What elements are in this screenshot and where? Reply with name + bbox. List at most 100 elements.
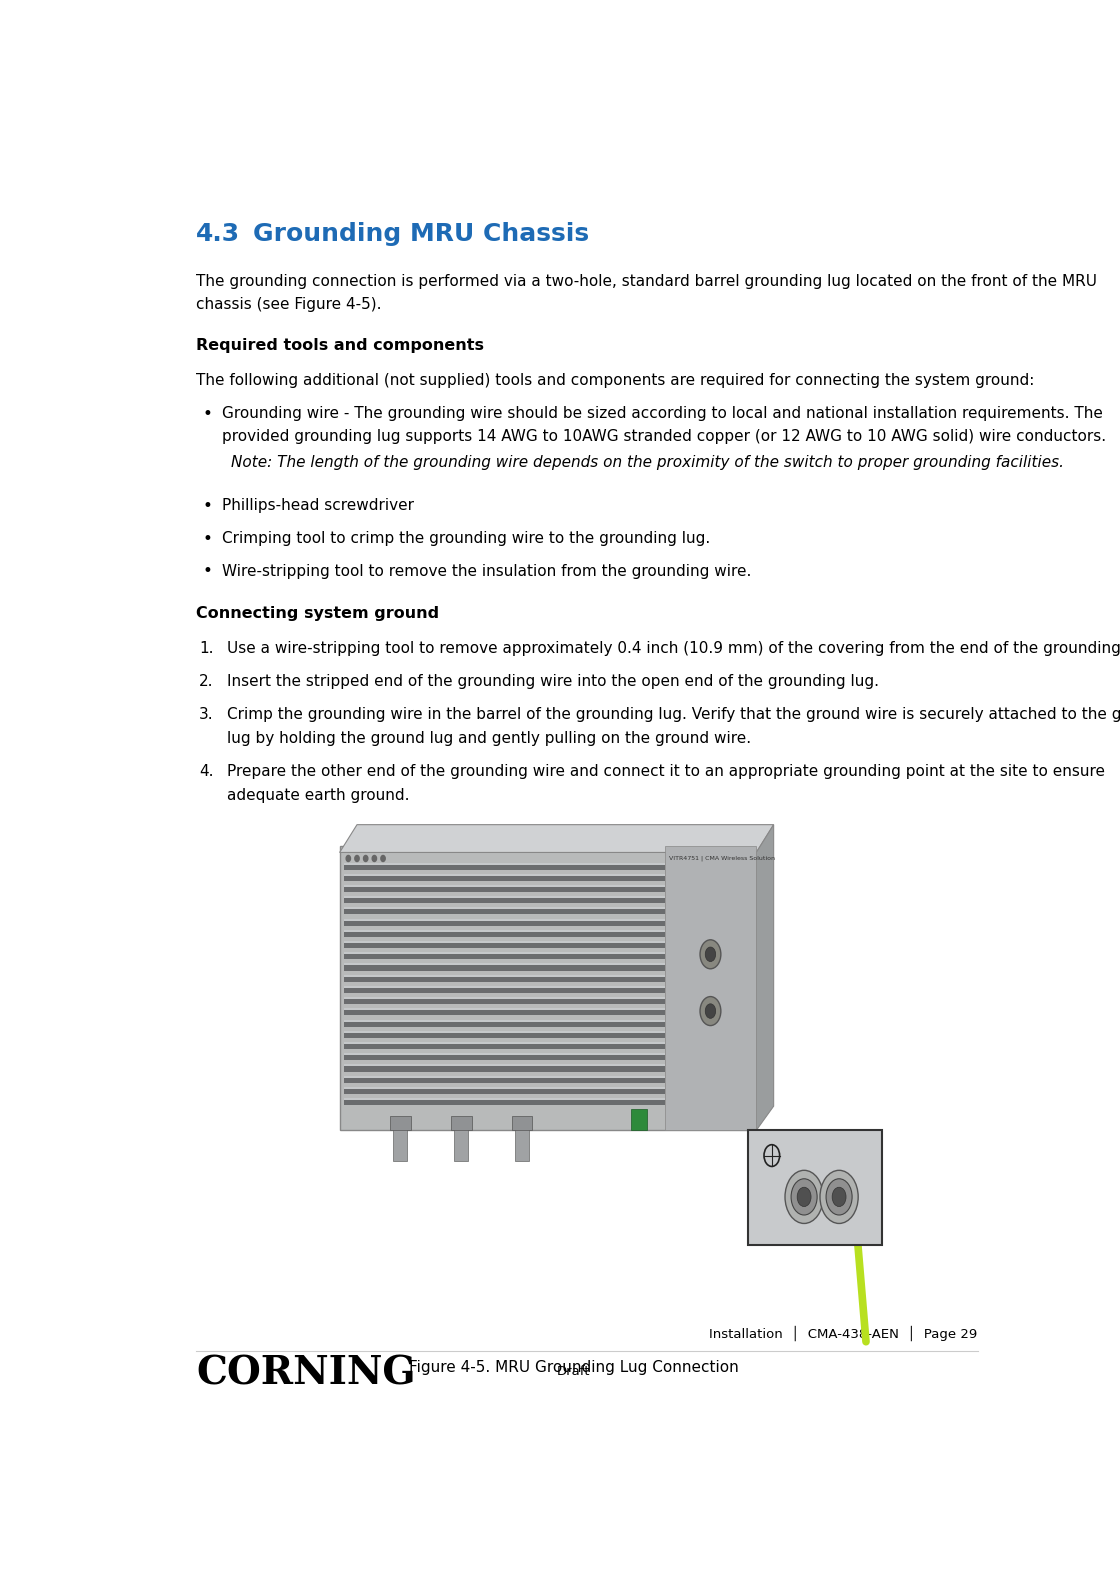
Text: •: • [203,529,213,548]
Text: VITR4751 | CMA Wireless Solution: VITR4751 | CMA Wireless Solution [669,855,775,861]
Bar [393,1119,408,1161]
Text: Prepare the other end of the grounding wire and connect it to an appropriate gro: Prepare the other end of the grounding w… [226,764,1104,778]
Bar [344,918,664,921]
Circle shape [827,1178,852,1214]
Bar [344,988,664,993]
Text: Draft: Draft [558,1365,590,1378]
Bar [344,907,664,910]
Polygon shape [339,825,774,852]
Bar [344,1020,664,1021]
Bar [344,1087,664,1089]
Text: Installation  │  CMA-438-AEN  │  Page 29: Installation │ CMA-438-AEN │ Page 29 [709,1326,978,1341]
Bar [344,930,664,932]
Bar [344,874,664,876]
Text: 1.: 1. [199,642,214,656]
Bar [344,1064,664,1067]
Circle shape [791,1178,818,1214]
Bar [344,865,664,869]
Bar [344,974,664,977]
Bar [344,1089,664,1094]
Bar [344,1053,664,1056]
Bar [515,1119,529,1161]
Text: 4.3: 4.3 [196,223,241,246]
Circle shape [700,996,721,1026]
Bar [344,1076,664,1078]
Text: Insert the stripped end of the grounding wire into the open end of the grounding: Insert the stripped end of the grounding… [226,675,879,689]
Text: The following additional (not supplied) tools and components are required for co: The following additional (not supplied) … [196,373,1035,388]
Bar [344,965,664,971]
Bar [344,952,664,954]
Text: Connecting system ground: Connecting system ground [196,606,439,621]
Bar [344,1078,664,1083]
Bar [747,1130,883,1246]
Circle shape [700,940,721,968]
Circle shape [820,1170,858,1224]
Bar [344,1056,664,1061]
Bar [344,954,664,959]
Text: The grounding connection is performed via a two-hole, standard barrel grounding : The grounding connection is performed vi… [196,275,1098,289]
Text: Note: The length of the grounding wire depends on the proximity of the switch to: Note: The length of the grounding wire d… [231,455,1064,471]
Text: lug by holding the ground lug and gently pulling on the ground wire.: lug by holding the ground lug and gently… [226,731,750,745]
Text: •: • [203,405,213,422]
Bar [344,941,664,943]
Text: Phillips-head screwdriver: Phillips-head screwdriver [223,497,414,513]
Bar [344,1021,664,1026]
Bar [344,963,664,965]
Text: chassis (see Figure 4-5).: chassis (see Figure 4-5). [196,298,382,312]
Bar [344,886,664,893]
Bar [344,896,664,897]
Text: •: • [203,496,213,515]
Text: 4.: 4. [199,764,214,778]
Bar [344,1009,664,1010]
Bar [344,897,664,904]
Circle shape [364,855,367,861]
Circle shape [706,1004,716,1018]
Bar [344,1032,664,1037]
Text: Grounding MRU Chassis: Grounding MRU Chassis [253,223,589,246]
Text: adequate earth ground.: adequate earth ground. [226,788,409,802]
Bar [450,1116,472,1130]
Text: 3.: 3. [199,708,214,722]
Bar [512,1116,532,1130]
Text: Crimping tool to crimp the grounding wire to the grounding lug.: Crimping tool to crimp the grounding wir… [223,530,711,546]
Bar [344,998,664,999]
Bar [390,1116,411,1130]
Text: 2.: 2. [199,675,214,689]
Text: CORNING: CORNING [196,1354,416,1392]
Bar [344,985,664,988]
Bar [344,1042,664,1043]
Text: Figure 4-5. MRU Grounding Lug Connection: Figure 4-5. MRU Grounding Lug Connection [409,1360,739,1374]
Bar [455,1119,468,1161]
Bar [344,921,664,926]
Circle shape [372,855,376,861]
Bar [344,977,664,982]
Bar [632,1109,647,1130]
Bar [344,1010,664,1015]
Text: Grounding wire - The grounding wire should be sized according to local and natio: Grounding wire - The grounding wire shou… [223,406,1103,420]
Polygon shape [756,825,774,1130]
Circle shape [706,948,716,962]
Circle shape [346,855,351,861]
Bar [344,1100,664,1105]
Circle shape [797,1188,811,1207]
Text: Wire-stripping tool to remove the insulation from the grounding wire.: Wire-stripping tool to remove the insula… [223,563,752,579]
Bar [344,1043,664,1050]
Bar [344,1067,664,1072]
Bar [344,876,664,880]
Text: Use a wire-stripping tool to remove approximately 0.4 inch (10.9 mm) of the cove: Use a wire-stripping tool to remove appr… [226,642,1120,656]
Text: Required tools and components: Required tools and components [196,337,485,353]
Bar [664,846,756,1130]
Bar [344,943,664,948]
Bar [344,910,664,915]
Bar [344,999,664,1004]
Text: provided grounding lug supports 14 AWG to 10AWG stranded copper (or 12 AWG to 10: provided grounding lug supports 14 AWG t… [223,430,1107,444]
Circle shape [785,1170,823,1224]
Text: Crimp the grounding wire in the barrel of the grounding lug. Verify that the gro: Crimp the grounding wire in the barrel o… [226,708,1120,722]
Circle shape [832,1188,846,1207]
Circle shape [355,855,360,861]
Bar [344,885,664,886]
Bar [344,863,664,865]
Text: •: • [203,563,213,581]
Bar [344,1031,664,1032]
Bar [344,932,664,937]
